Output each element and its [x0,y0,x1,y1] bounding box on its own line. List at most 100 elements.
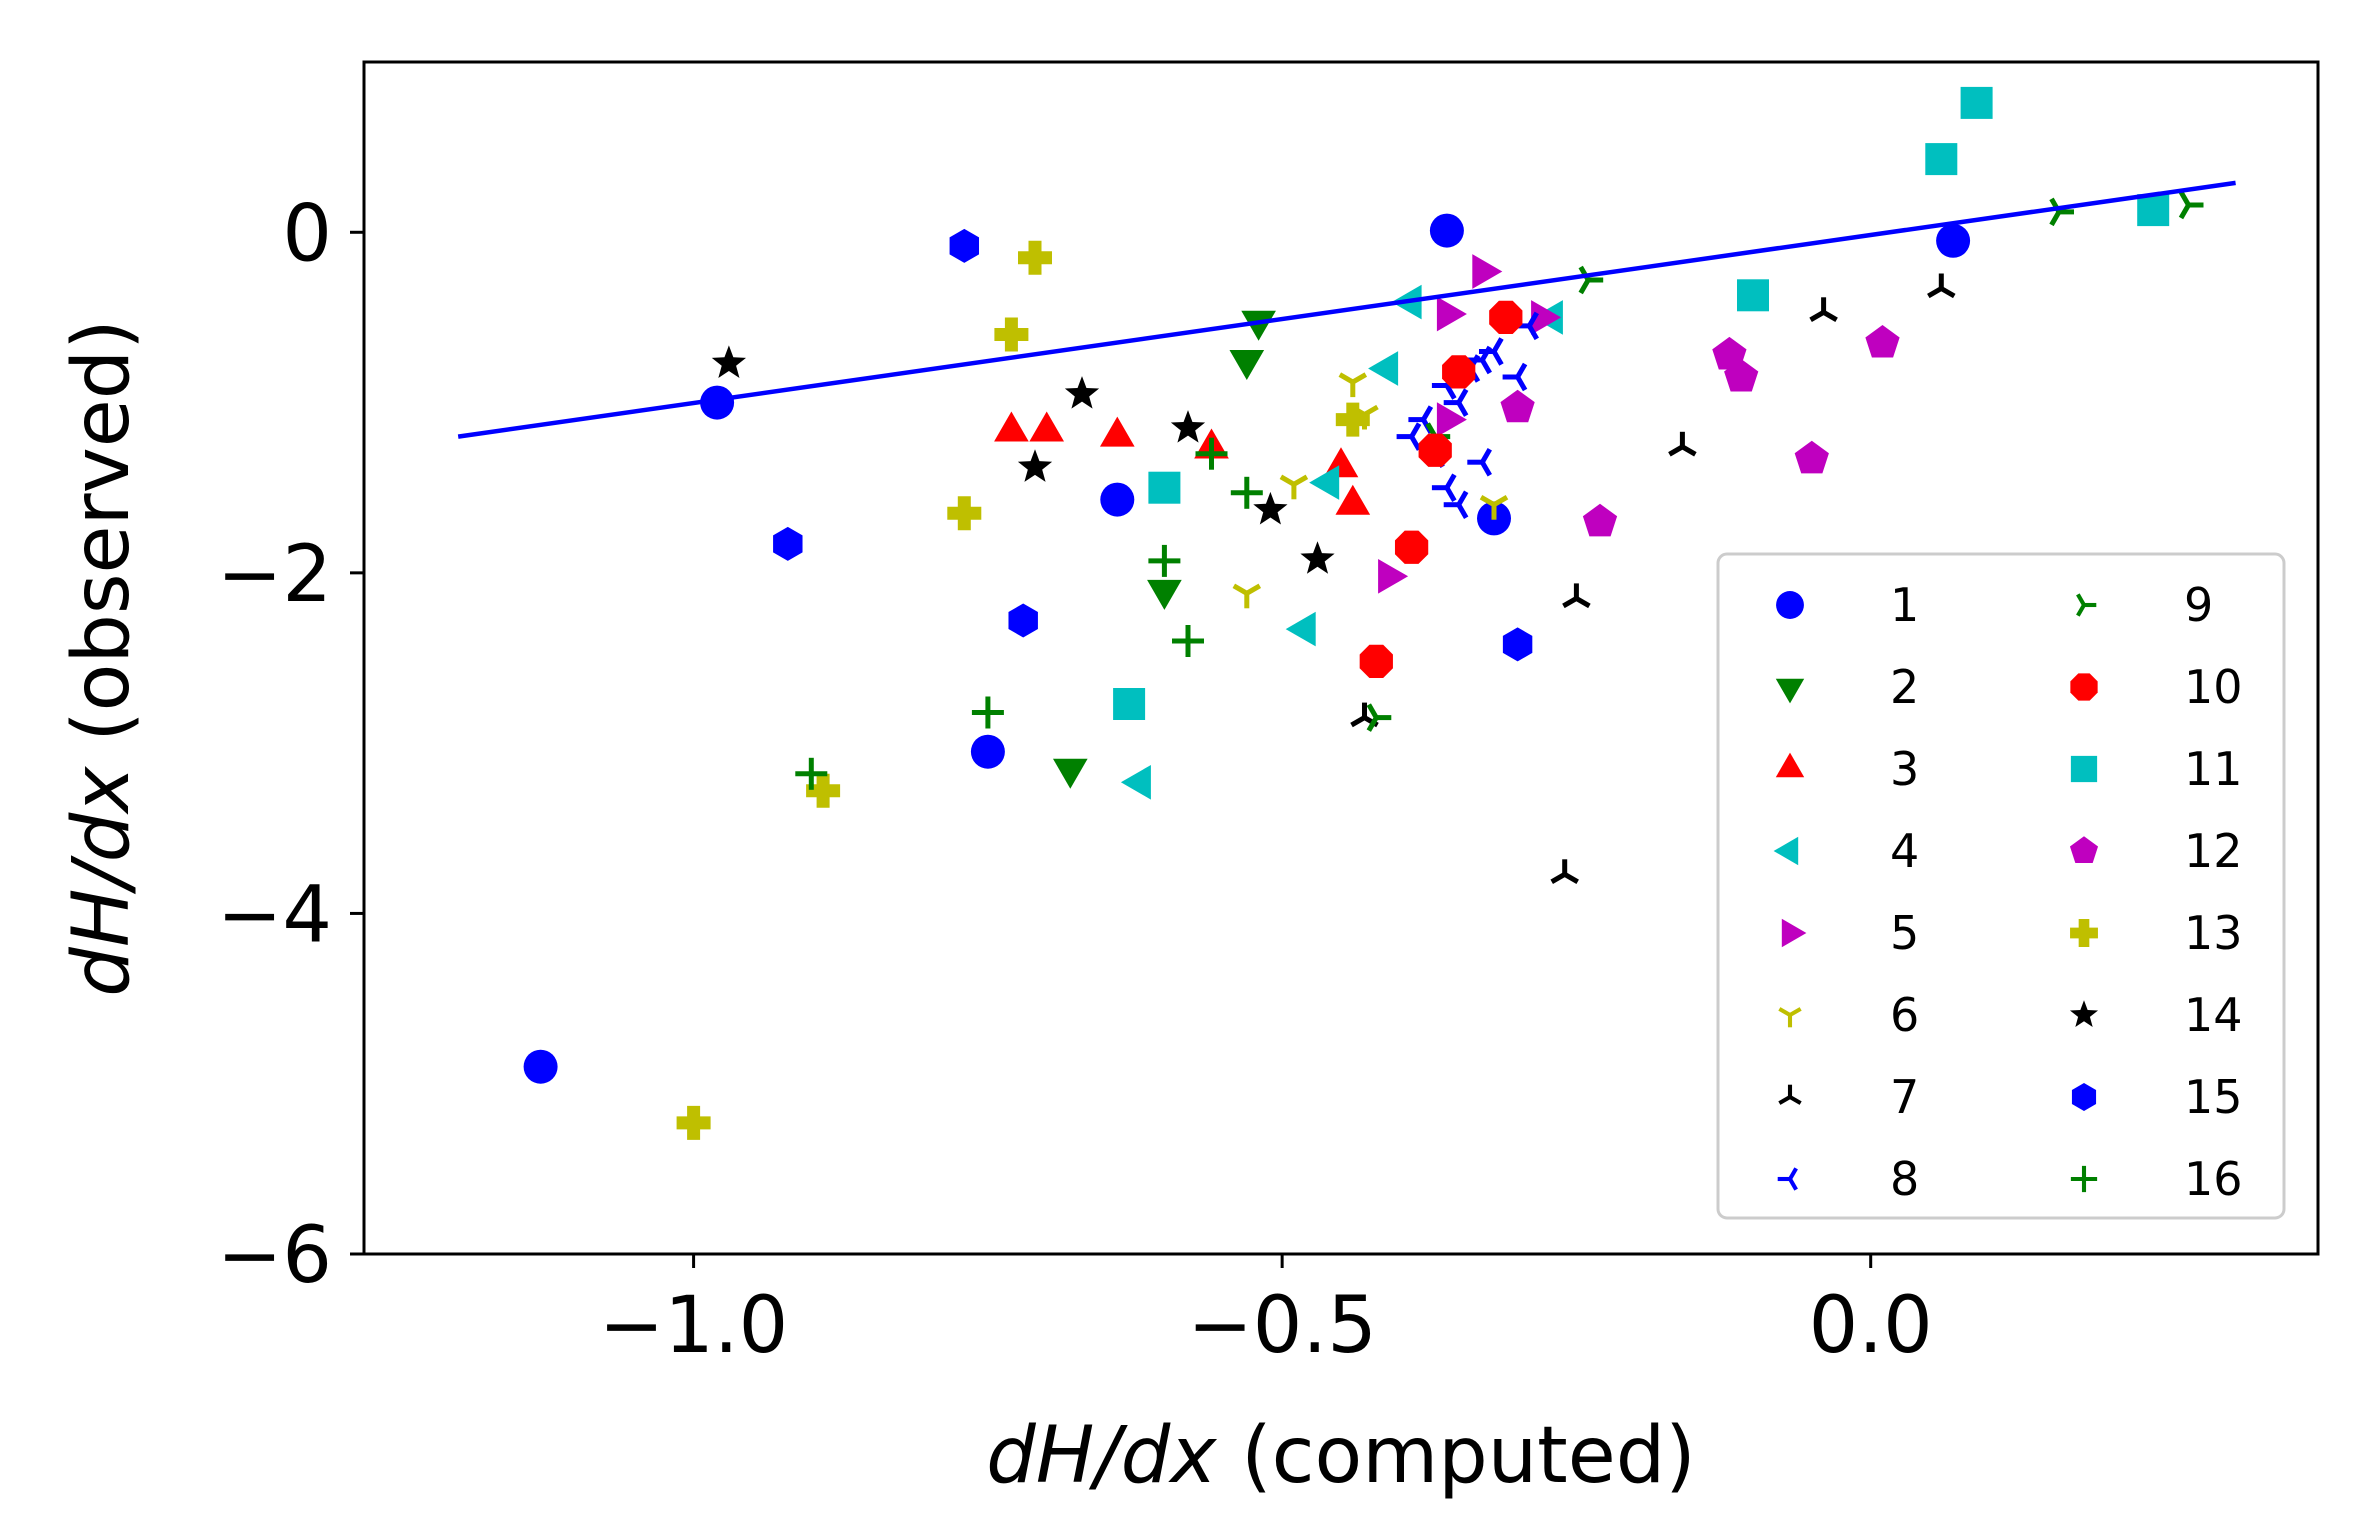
data-point [1502,362,1528,392]
data-point [1378,558,1409,594]
series-7 [1350,273,1956,884]
data-point-shape [806,773,841,808]
data-point-shape [1335,402,1370,437]
data-point [1960,86,1993,119]
data-point-shape [1502,627,1533,662]
data-point-shape [1960,86,1993,119]
data-point [1443,490,1469,519]
data-point-arm [1527,324,1539,341]
series-11 [1113,86,2170,720]
data-point [949,228,980,263]
data-point [773,526,803,561]
legend-marker-shape [2070,755,2098,783]
data-point [1230,476,1263,509]
data-point-shape [1253,491,1288,525]
data-point [1418,433,1452,467]
data-point [1442,355,1476,389]
data-point [1925,143,1958,176]
x-axis-label: dH/dx (computed) [986,1411,1695,1501]
data-point-arm [1232,583,1249,596]
data-point [1865,325,1900,358]
data-point [1359,644,1393,679]
data-point-arm [1562,596,1578,609]
data-point-shape [1300,541,1335,574]
data-point [1578,265,1604,295]
data-point-shape [773,526,803,561]
x-tick-label: 0.0 [1809,1281,1933,1371]
data-point [1064,376,1100,409]
legend-marker [2070,919,2098,947]
data-point-arm [1444,473,1457,489]
data-point [2137,194,2170,227]
fit-line-layer [457,180,2236,439]
legend-label: 16 [2184,1152,2243,1206]
y-tick-label: −4 [217,870,332,960]
legend-marker-arm [1788,1007,1802,1017]
legend-marker [2071,1083,2097,1111]
data-point [1479,495,1509,520]
data-point [1927,273,1956,299]
data-point [1794,440,1829,474]
legend-entry-1: 1 [1776,578,1919,632]
legend-marker-shape [1773,836,1799,866]
data-point [1489,300,1523,335]
legend-marker [2070,1165,2098,1193]
data-point-arm [1480,358,1492,375]
data-point [806,773,841,808]
legend-entry-16: 16 [2070,1152,2243,1206]
plot-frame [362,60,2320,1256]
data-point-arm [1492,495,1509,507]
data-point-shape [1582,503,1618,537]
series-13 [676,240,1370,1140]
data-point-arm [1515,375,1528,392]
legend-label: 2 [1890,660,1919,714]
data-point-arm [1940,286,1956,299]
legend-marker-shape [2070,919,2098,947]
data-point [1300,541,1335,574]
data-points-layer [523,86,2204,1140]
data-point [1366,703,1392,732]
data-point [1113,688,1146,720]
data-point-arm [1444,384,1457,400]
legend-entry-3: 3 [1775,742,1919,796]
series-2 [1052,310,1276,789]
data-point [1479,337,1504,366]
series-1 [523,213,1971,1084]
data-point [1148,471,1181,504]
data-point [1241,310,1276,341]
legend-label: 7 [1890,1070,1919,1124]
data-point-shape [1489,300,1523,335]
data-point [523,1049,558,1084]
legend-marker-arm [2076,603,2086,617]
data-point-shape [1309,465,1340,500]
legend-entry-13: 13 [2070,906,2243,960]
data-point-arm [1668,444,1684,457]
legend-label: 5 [1890,906,1919,960]
data-point [1279,474,1309,500]
data-point-arm [1822,310,1838,322]
data-point-arm [1409,435,1422,451]
legend-label: 10 [2184,660,2243,714]
data-point [1008,603,1038,638]
data-point-arm [1245,583,1262,596]
data-point-shape [1029,411,1065,442]
data-point [1335,402,1370,437]
axis-ticks: −1.0 −0.5 0.0 0 −2 −4 −6 [217,189,1933,1371]
data-point [1338,372,1368,398]
data-point [1029,411,1065,442]
legend-marker-arm [1778,1007,1792,1017]
data-point-shape [1147,579,1182,610]
data-point-arm [1575,596,1591,609]
y-axis-label: dH/dx (observed) [57,319,147,996]
y-tick-label: −2 [217,530,332,620]
data-point-shape [2137,194,2170,227]
data-point-shape [949,228,980,263]
data-point [1500,389,1535,423]
legend-label: 15 [2184,1070,2243,1124]
data-point-arm [1456,388,1469,404]
data-point-arm [1456,503,1469,519]
data-point [1368,351,1399,386]
legend-marker [1777,1167,1798,1191]
data-point-shape [1472,254,1503,289]
data-point [1737,279,1769,312]
